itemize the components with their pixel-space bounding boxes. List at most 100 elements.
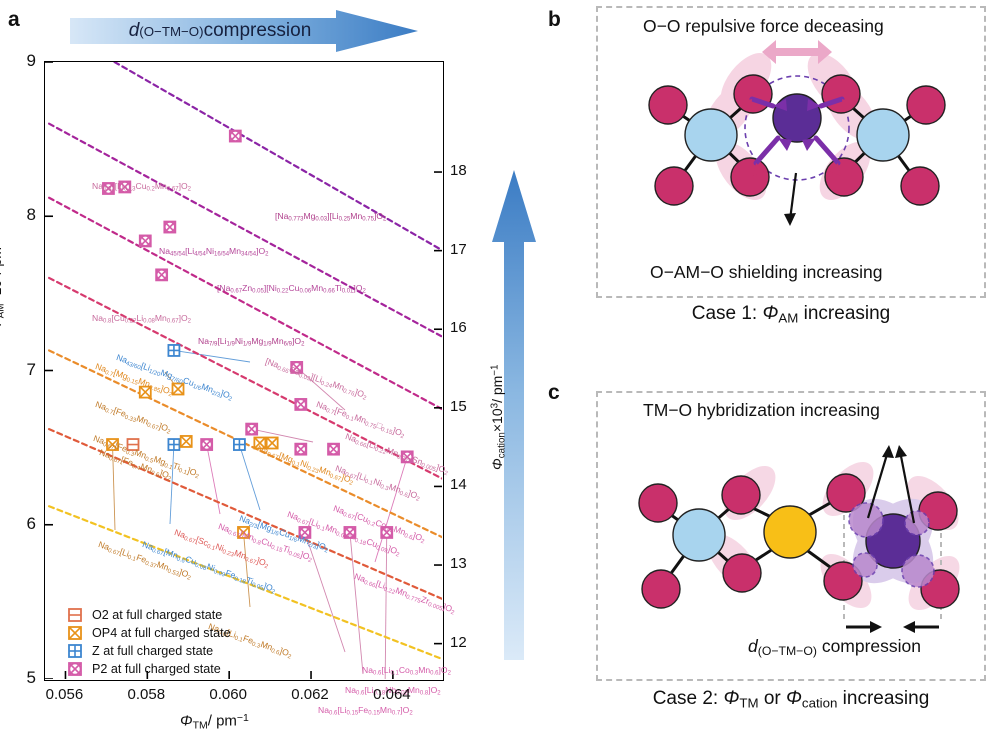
panel-c-letter: c: [548, 381, 560, 404]
data-point-z: [233, 438, 246, 451]
y-axis-sub: AM: [0, 303, 7, 319]
trendline-1: [47, 122, 442, 338]
data-point-op4: [179, 435, 193, 448]
leader-line-8: [112, 444, 116, 531]
chart-legend: O2 at full charged state OP4 at full char…: [67, 607, 231, 679]
legend-item-p2[interactable]: P2 at full charged state: [67, 661, 231, 677]
case1-phi: Φ: [762, 303, 779, 324]
data-point-p2: [245, 422, 259, 436]
legend-item-op4[interactable]: OP4 at full charged state: [67, 625, 231, 641]
leader-line-5: [206, 444, 221, 515]
data-point-p2: [400, 450, 414, 464]
data-point-op4: [138, 385, 152, 399]
trendline-0: [113, 62, 442, 252]
chart-annotation-a6: Na7/9[Li1/9Ni1/9Mg1/9Mn6/9]O2: [198, 336, 305, 348]
case2-post: increasing: [837, 688, 930, 709]
chart-annotation-a27: Na0.6[Li0.18Nb0.02Mn0.8]O2: [345, 685, 441, 697]
y-tick-right-15: 15: [450, 397, 467, 415]
y-axis-right-sup: 3: [489, 402, 501, 409]
chart-annotation-a28: Na0.6[Li0.15Fe0.15Mn0.7]O2: [318, 705, 413, 717]
leader-line-6: [238, 444, 261, 511]
data-point-z: [167, 438, 181, 451]
data-point-p2: [294, 398, 308, 411]
case1-sub: AM: [778, 310, 799, 326]
x-axis-post: / pm: [207, 712, 237, 730]
y-tick-right-17: 17: [450, 240, 467, 258]
x-axis-label: ΦTM/ pm−1: [180, 712, 249, 731]
x-axis-phi: Φ: [180, 712, 193, 730]
x-tick-0.058: 0.058: [127, 686, 166, 703]
y-axis-right-sub: cation: [496, 432, 508, 459]
panel-c: TM−O hybridization increasing: [596, 391, 986, 681]
legend-marker-op4: [68, 626, 82, 640]
y-axis-right-post: ×10: [489, 408, 505, 433]
leader-line-13: [384, 532, 388, 679]
shielding-arrow-shape: [492, 170, 536, 660]
shielding-arrow: O−Na−O shielding: [304, 170, 536, 660]
leader-line-7: [169, 444, 175, 525]
y-tick-9: 9: [26, 51, 36, 70]
trendline-5: [47, 428, 442, 600]
data-point-op4: [171, 382, 185, 396]
legend-item-o2[interactable]: O2 at full charged state: [67, 607, 231, 623]
data-point-p2: [298, 526, 312, 539]
chart-annotation-a5: Na0.8[Cu0.22Li0.08Mn0.67]O2: [92, 313, 191, 325]
data-point-p2: [228, 129, 242, 143]
data-point-p2: [102, 182, 115, 195]
y-axis-right-label: Φcation×103/ pm−1: [489, 365, 507, 470]
trendline-2: [47, 196, 442, 411]
data-point-op4: [106, 438, 119, 451]
panel-b-bottom-text: O−AM−O shielding increasing: [650, 262, 883, 282]
legend-marker-z: [68, 644, 82, 658]
panel-b-diagram: [648, 40, 946, 226]
case2-phi2: Φ: [786, 688, 802, 709]
case2-phi1: Φ: [723, 688, 740, 709]
case2-sub1: TM: [739, 695, 759, 711]
x-axis-sub: TM: [192, 719, 208, 732]
data-point-op4: [265, 436, 279, 450]
y-axis-post: ×10: [0, 279, 4, 304]
y-tick-7: 7: [26, 359, 36, 379]
leader-line-9: [243, 532, 251, 608]
chart-annotation-a1: Na0.83[Li0.13Cu0.2Mn0.67]O2: [92, 181, 191, 193]
compression-arrow-shape: [70, 10, 418, 52]
data-point-z: [68, 644, 82, 658]
trendline-6: [47, 505, 442, 661]
panel-c-d-label: d(O−TM−O) compression: [748, 636, 921, 658]
panel-c-caption: Case 2: ΦTM or Φcation increasing: [596, 688, 986, 710]
leader-line-12: [349, 532, 364, 675]
x-tick-0.056: 0.056: [45, 686, 84, 703]
data-point-p2: [380, 526, 394, 539]
panel-b-top-text: O−O repulsive force deceasing: [643, 16, 884, 36]
legend-item-z[interactable]: Z at full charged state: [67, 643, 231, 659]
x-tick-0.060: 0.060: [209, 686, 247, 703]
data-point-p2: [118, 180, 132, 194]
y-axis-phi: Φ: [0, 318, 4, 330]
panel-c-diagram: [638, 445, 960, 633]
case2-mid: or: [758, 688, 787, 709]
leader-line-1: [296, 367, 346, 411]
y-tick-8: 8: [26, 205, 36, 225]
panel-c-top-text: TM−O hybridization increasing: [643, 400, 880, 420]
data-point-p2: [343, 526, 357, 539]
compression-arrow: d (O−TM−O) compression: [70, 10, 418, 52]
data-point-p2: [290, 361, 304, 374]
leader-line-11: [304, 532, 346, 653]
case2-pre: Case 2:: [652, 688, 724, 709]
y-tick-right-13: 13: [450, 555, 467, 573]
x-tick-0.062: 0.062: [291, 686, 329, 703]
legend-label-o2: O2 at full charged state: [92, 608, 223, 622]
y-tick-5: 5: [26, 668, 36, 687]
panel-a: a d(O−TM−O) compression O−Na−O shielding: [0, 8, 536, 731]
y-tick-right-16: 16: [450, 319, 467, 337]
data-point-p2: [155, 268, 169, 282]
panel-c-d-post: compression: [816, 636, 922, 656]
legend-marker-p2: [68, 662, 82, 676]
panel-a-letter: a: [8, 8, 20, 31]
leader-line-10: [374, 456, 408, 563]
x-axis-sup: −1: [236, 712, 249, 724]
y-tick-right-12: 12: [450, 633, 467, 651]
data-point-p2: [200, 438, 214, 451]
chart-annotation-a3: Na45/54[Li4/54Ni16/54Mn34/54]O2: [159, 246, 269, 258]
leader-line-3: [173, 350, 251, 363]
